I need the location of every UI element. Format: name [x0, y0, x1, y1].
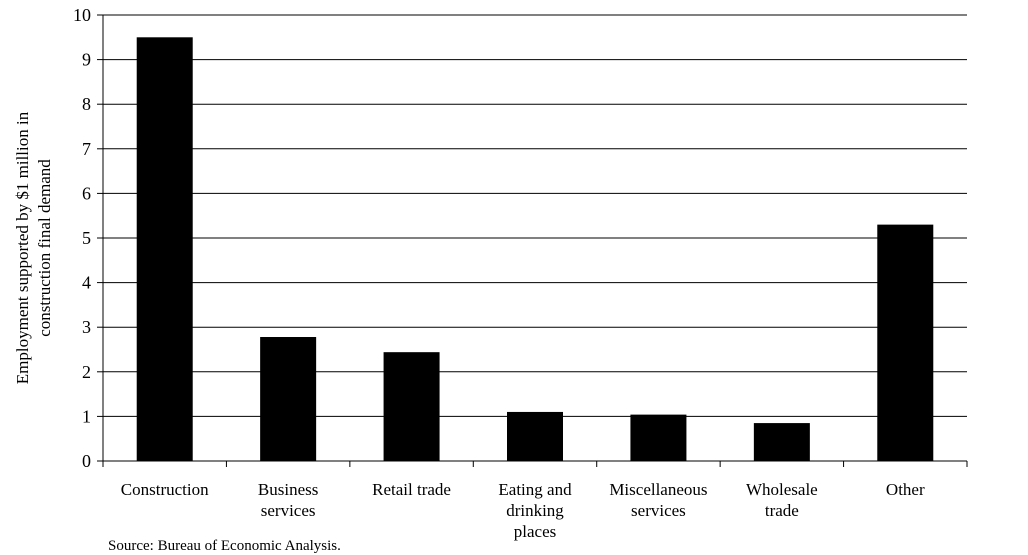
y-tick-label: 0: [82, 451, 91, 471]
bar: [260, 337, 317, 461]
y-tick-label: 10: [73, 5, 91, 25]
bar: [753, 423, 810, 461]
x-tick-label: Construction: [121, 480, 209, 499]
y-tick-label: 7: [82, 139, 91, 159]
bar: [630, 414, 687, 461]
y-tick-label: 5: [82, 228, 91, 248]
y-tick-label: 3: [82, 317, 91, 337]
bars: [136, 37, 934, 462]
y-tick-label: 2: [82, 362, 91, 382]
source-note: Source: Bureau of Economic Analysis.: [108, 538, 341, 554]
x-tick-label: Wholesale trade: [746, 480, 818, 520]
y-tick-label: 4: [82, 273, 91, 293]
y-tick-label: 8: [82, 94, 91, 114]
y-axis-title: Employment supported by $1 million in con…: [13, 111, 54, 384]
x-tick-label: Retail trade: [372, 480, 451, 499]
gridlines: [103, 14, 967, 417]
bar: [507, 411, 563, 461]
bar: [383, 352, 440, 461]
y-tick-label: 9: [82, 50, 91, 70]
y-tick-label: 6: [82, 183, 91, 203]
axes: [97, 14, 968, 467]
x-tick-label: Business services: [258, 480, 318, 520]
x-tick-label: Eating and drinking places: [498, 480, 572, 541]
labels: 0 1 2 3 4 5 6 7 8 9 10 Construction Business services…: [13, 5, 925, 541]
bar: [877, 224, 934, 461]
bar: [136, 37, 193, 462]
y-tick-label: 1: [82, 406, 91, 426]
x-tick-label: Other: [886, 480, 925, 499]
x-tick-label: Miscellaneous services: [609, 480, 707, 520]
